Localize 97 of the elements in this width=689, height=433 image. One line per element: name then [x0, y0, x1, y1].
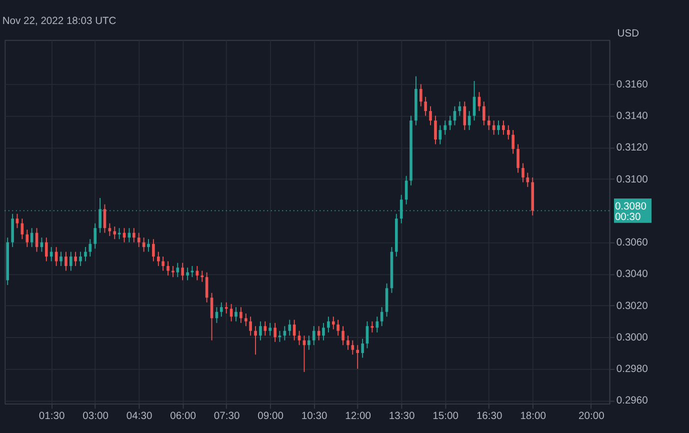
candlestick	[60, 251, 62, 266]
candlestick	[69, 251, 72, 272]
candlestick	[84, 246, 87, 262]
candlestick	[376, 316, 379, 333]
candlestick	[88, 238, 92, 258]
candlestick	[274, 322, 276, 342]
candlestick	[502, 120, 505, 136]
y-axis-title: USD	[617, 28, 640, 40]
y-tick-label: 0.3060	[616, 238, 648, 249]
candlestick	[132, 228, 136, 243]
y-tick-label: 0.3160	[616, 79, 648, 90]
candlestick	[181, 262, 184, 281]
candlestick	[156, 251, 160, 266]
candlestick	[332, 316, 335, 330]
y-tick-label: 0.3020	[616, 300, 648, 312]
candlestick	[264, 320, 267, 336]
candlestick	[44, 237, 48, 262]
candlestick	[424, 96, 427, 116]
candlestick	[351, 340, 354, 356]
y-tick-label: 0.2960	[616, 396, 648, 407]
candlestick	[147, 238, 150, 252]
ref-line-label: 0.3080	[614, 202, 647, 213]
x-tick-label: 15:00	[432, 411, 459, 422]
candlestick	[463, 101, 466, 130]
x-tick-label: 18:00	[520, 411, 546, 422]
candlestick	[419, 84, 422, 107]
y-tick-label: 0.3040	[616, 269, 648, 280]
candlestick	[94, 222, 97, 250]
candlestick	[26, 229, 29, 248]
y-tick-label: 0.3140	[616, 111, 648, 122]
candlestick	[268, 322, 272, 336]
candlestick	[327, 316, 330, 333]
candlestick	[50, 246, 53, 262]
candlestick	[307, 335, 310, 350]
candlestick	[385, 282, 388, 318]
x-tick-label: 07:30	[214, 411, 240, 422]
candlestick	[322, 322, 325, 341]
candlestick	[200, 270, 204, 282]
text: 00:30	[614, 212, 641, 224]
x-tick-label: 10:30	[301, 411, 328, 422]
y-tick-label: 0.3120	[616, 142, 648, 154]
candlestick	[234, 306, 238, 322]
candlestick	[113, 226, 116, 240]
candlestick	[249, 316, 252, 336]
candlestick	[240, 306, 242, 324]
candlestick	[312, 326, 316, 346]
x-tick-label: 16:30	[476, 411, 502, 422]
candlestick	[172, 266, 174, 278]
y-tick-label: 0.3100	[616, 174, 648, 186]
candlestick	[64, 251, 68, 272]
x-tick-label: 12:00	[345, 411, 372, 422]
x-tick-label: 13:30	[388, 411, 415, 422]
candlestick	[254, 326, 257, 356]
candlestick	[438, 124, 442, 145]
candlestick	[512, 130, 514, 154]
x-tick-label: 04:30	[126, 411, 152, 422]
candlestick	[244, 313, 248, 327]
candlestick	[176, 262, 180, 278]
candlestick	[137, 232, 140, 248]
candlestick	[186, 267, 189, 281]
candlestick	[361, 338, 364, 358]
y-tick-label: 0.3000	[616, 332, 648, 344]
candlestick	[259, 320, 262, 341]
x-tick-label: 06:00	[170, 411, 196, 422]
x-tick-label: 09:00	[258, 411, 284, 422]
x-tick-label: 03:00	[82, 411, 109, 422]
candlestick	[346, 335, 350, 350]
x-tick-label: 20:00	[578, 411, 605, 422]
candlestick	[336, 319, 340, 336]
candlestick	[342, 326, 344, 346]
candlestick	[482, 101, 486, 126]
candlestick	[516, 144, 520, 174]
candlestick	[356, 344, 360, 370]
candlestick	[152, 238, 155, 262]
candlestick	[230, 304, 233, 322]
candlestick	[11, 213, 14, 248]
candlestick	[288, 319, 292, 336]
candlestick	[298, 330, 301, 346]
candlestick	[434, 115, 437, 145]
candlestick	[224, 302, 228, 314]
candlestick	[79, 251, 82, 266]
candlestick	[16, 213, 19, 229]
candlestick	[497, 120, 500, 136]
x-tick-label: 01:30	[38, 411, 65, 422]
candlestick	[487, 115, 490, 130]
candlestick	[506, 124, 510, 140]
candlestick	[74, 251, 77, 266]
candlestick	[526, 172, 530, 188]
candlestick	[522, 162, 524, 183]
candlestick	[162, 256, 164, 272]
candlestick	[429, 106, 432, 126]
candlestick	[220, 302, 223, 318]
candlestick	[448, 115, 452, 130]
candlestick	[444, 120, 447, 136]
y-tick-label: 0.2980	[616, 364, 648, 376]
candlestick	[166, 260, 170, 276]
chart-title: Nov 22, 2022 18:03 UTC	[2, 16, 117, 27]
